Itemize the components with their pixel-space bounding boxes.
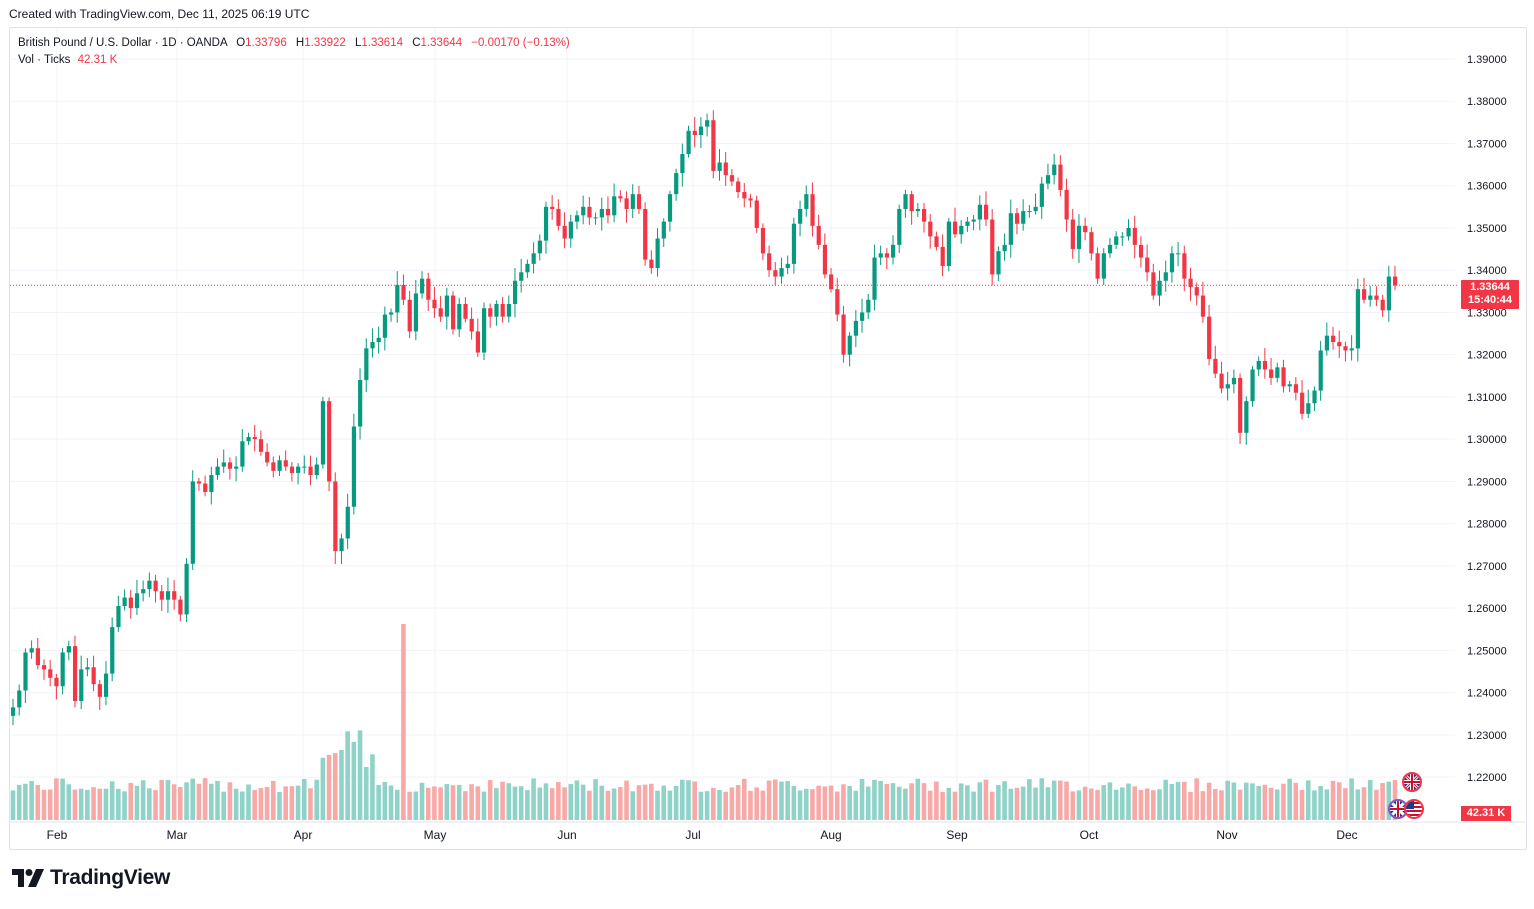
- high-value: 1.33922: [304, 37, 346, 49]
- svg-text:Sep: Sep: [946, 828, 968, 842]
- svg-text:Dec: Dec: [1336, 828, 1357, 842]
- tradingview-logo-icon: [12, 869, 44, 887]
- close-label: C: [412, 37, 421, 49]
- uk-event-flag-icon-2[interactable]: [1388, 799, 1408, 819]
- chart-frame[interactable]: [9, 27, 1527, 850]
- svg-text:1.22000: 1.22000: [1467, 772, 1507, 784]
- svg-text:Aug: Aug: [820, 828, 841, 842]
- open-value: 1.33796: [245, 37, 287, 49]
- svg-text:1.25000: 1.25000: [1467, 645, 1507, 657]
- us-event-flag-icon[interactable]: [1404, 799, 1424, 819]
- svg-text:Jul: Jul: [685, 828, 700, 842]
- svg-text:1.32000: 1.32000: [1467, 350, 1507, 362]
- change-value: −0.00170 (−0.13%): [471, 37, 570, 49]
- svg-text:Feb: Feb: [47, 828, 68, 842]
- uk-event-flag-icon[interactable]: [1402, 772, 1422, 792]
- symbol-title[interactable]: British Pound / U.S. Dollar · 1D · OANDA: [18, 37, 227, 49]
- svg-text:1.23000: 1.23000: [1467, 730, 1507, 742]
- open-label: O: [236, 37, 246, 49]
- svg-text:1.27000: 1.27000: [1467, 561, 1507, 573]
- svg-text:1.24000: 1.24000: [1467, 688, 1507, 700]
- ohlc-row: British Pound / U.S. Dollar · 1D · OANDA…: [18, 35, 570, 52]
- tradingview-logo[interactable]: TradingView: [12, 866, 170, 890]
- svg-text:1.37000: 1.37000: [1467, 138, 1507, 150]
- svg-text:Oct: Oct: [1080, 828, 1099, 842]
- svg-text:Nov: Nov: [1216, 828, 1237, 842]
- last-price-tag: 1.33644 15:40:44: [1461, 280, 1519, 309]
- svg-text:1.26000: 1.26000: [1467, 603, 1507, 615]
- svg-text:1.35000: 1.35000: [1467, 223, 1507, 235]
- close-value: 1.33644: [420, 37, 463, 49]
- low-label: L: [355, 37, 362, 49]
- svg-text:1.28000: 1.28000: [1467, 519, 1507, 531]
- volume-value: 42.31 K: [77, 54, 118, 66]
- svg-text:May: May: [424, 828, 447, 842]
- volume-label[interactable]: Vol · Ticks: [18, 54, 71, 66]
- svg-text:1.36000: 1.36000: [1467, 181, 1507, 193]
- high-label: H: [295, 37, 305, 49]
- chart-legend: British Pound / U.S. Dollar · 1D · OANDA…: [18, 35, 570, 69]
- svg-text:1.38000: 1.38000: [1467, 96, 1507, 108]
- low-value: 1.33614: [361, 37, 403, 49]
- volume-row: Vol · Ticks 42.31 K: [18, 52, 570, 69]
- svg-text:Mar: Mar: [167, 828, 188, 842]
- svg-text:1.31000: 1.31000: [1467, 392, 1507, 404]
- svg-text:1.33000: 1.33000: [1467, 307, 1507, 319]
- tradingview-brand-name: TradingView: [50, 866, 171, 889]
- svg-text:1.34000: 1.34000: [1467, 265, 1507, 277]
- svg-text:1.29000: 1.29000: [1467, 476, 1507, 488]
- last-volume-tag: 42.31 K: [1461, 806, 1511, 821]
- svg-text:1.30000: 1.30000: [1467, 434, 1507, 446]
- svg-text:Apr: Apr: [294, 828, 313, 842]
- svg-text:Jun: Jun: [557, 828, 576, 842]
- bar-countdown: 15:40:44: [1467, 294, 1513, 306]
- svg-text:1.39000: 1.39000: [1467, 54, 1507, 66]
- last-price: 1.33644: [1470, 281, 1510, 293]
- created-caption: Created with TradingView.com, Dec 11, 20…: [9, 7, 310, 21]
